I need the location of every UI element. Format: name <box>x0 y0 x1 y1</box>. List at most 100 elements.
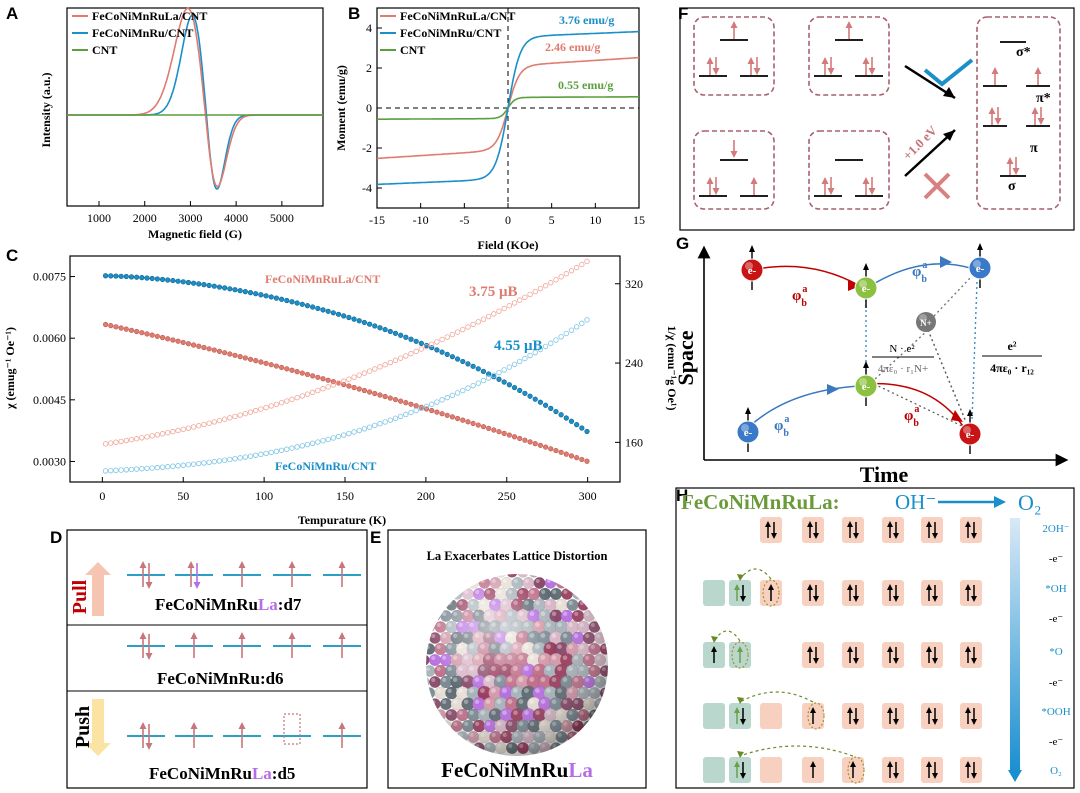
panel-b-ytick: 4 <box>366 21 372 35</box>
panel-b-xtick: -10 <box>413 213 429 227</box>
panel-b-ytick: -2 <box>362 141 372 155</box>
electron-label: e- <box>748 265 757 277</box>
pull-label: Pull <box>69 579 91 614</box>
panel-c-xtick: 150 <box>336 489 354 503</box>
panel-b-xtick: -5 <box>459 213 469 227</box>
panel-c-xlabel: Tempurature (K) <box>298 513 386 527</box>
electron-label: e- <box>966 429 975 441</box>
electron-label: e- <box>862 381 871 393</box>
panel-b-ylabel: Moment (emu/g) <box>334 65 348 151</box>
panel-b-ytick: 0 <box>366 101 372 115</box>
hop-integral-label: φa b <box>792 284 807 309</box>
panel-c-ylabel: χ (emug⁻¹ Oe⁻¹) <box>3 327 17 410</box>
panel-c-y2tick: 160 <box>625 435 643 449</box>
panel-a-series-ru <box>67 14 323 190</box>
reaction-step-label: *O <box>1049 646 1063 658</box>
reaction-step-label: -e⁻ <box>1049 677 1064 689</box>
panel-a-xtick: 1000 <box>87 211 111 225</box>
reaction-step-label: 2OH⁻ <box>1042 523 1069 535</box>
panel-h-product: O₂ <box>1018 490 1042 515</box>
reaction-step-label: -e⁻ <box>1049 613 1064 625</box>
arrow-upper <box>904 64 956 100</box>
panel-b-xtick: 5 <box>549 213 555 227</box>
panel-b-legend-ru: FeCoNiMnRu/CNT <box>400 26 501 40</box>
coulomb-term2-den: 4πε₀ · r₁₂ <box>990 361 1034 375</box>
panel-b-annotation-la: 2.46 emu/g <box>545 40 600 54</box>
panel-e-title: La Exacerbates Lattice Distortion <box>427 549 608 563</box>
panel-b-xlabel: Field (KOe) <box>478 238 539 252</box>
panel-a-xlabel: Magnetic field (G) <box>148 227 242 241</box>
panel-c-ytick: 0.0060 <box>33 331 66 345</box>
panel-a-ylabel: Intensity (a.u.) <box>39 72 53 147</box>
panel-c-y2tick: 320 <box>625 277 643 291</box>
hop-integral-label: φa b <box>904 404 919 429</box>
panel-c-label-la: FeCoNiMnRuLa/CNT <box>265 272 380 286</box>
panel-a-legend-la: FeCoNiMnRuLa/CNT <box>92 9 207 23</box>
coulomb-term1-den: 4πε₀ · r₁N+ <box>878 363 928 375</box>
panel-c-xtick: 50 <box>177 489 189 503</box>
panel-b-series-ru <box>376 30 640 186</box>
hop-integral-label: φa b <box>774 414 789 439</box>
panel-a-legend-cnt: CNT <box>92 43 117 57</box>
panel-c-ylabel2: 1/χ (emu⁻¹g Oe¹) <box>665 325 679 410</box>
reaction-step-label: -e⁻ <box>1049 736 1064 748</box>
panel-c-moment-ru: 4.55 μB <box>494 338 543 354</box>
reaction-step-label: *OH <box>1045 583 1066 595</box>
panel-h-title: FeCoNiMnRuLa: <box>681 490 840 514</box>
panel-c-xtick: 200 <box>417 489 435 503</box>
push-arrow <box>85 699 111 756</box>
check-icon <box>923 58 974 87</box>
panel-b-series-cnt <box>377 96 639 120</box>
panel-a-series-la <box>67 7 323 188</box>
panel-letter-f: F <box>678 4 689 23</box>
electron-label: e- <box>862 283 871 295</box>
pull-arrow <box>85 562 111 616</box>
panel-a-xtick: 5000 <box>270 211 294 225</box>
d5-label: FeCoNiMnRuLa:d5 <box>149 764 295 783</box>
panel-letter-e: E <box>370 528 382 547</box>
time-label: Time <box>860 462 909 487</box>
panel-c-ytick: 0.0030 <box>33 454 66 468</box>
space-label: Space <box>673 330 698 385</box>
energy-label: +1.0 eV <box>900 122 941 163</box>
orbital-sigma-star: σ* <box>1016 45 1031 60</box>
panel-c-label-ru: FeCoNiMnRu/CNT <box>275 459 376 473</box>
panel-letter-h: H <box>676 486 689 505</box>
panel-h-reactant: OH⁻ <box>895 490 936 514</box>
panel-b-xtick: -15 <box>369 213 385 227</box>
panel-b-ytick: 2 <box>366 61 372 75</box>
orbital-pi: π <box>1030 141 1038 156</box>
panel-c-xtick: 300 <box>579 489 597 503</box>
panel-b-legend-la: FeCoNiMnRuLa/CNT <box>400 9 515 23</box>
panel-a-legend-ru: FeCoNiMnRu/CNT <box>92 26 193 40</box>
panel-letter-d: D <box>50 528 63 547</box>
panel-a-xtick: 3000 <box>178 211 202 225</box>
panel-c-moment-la: 3.75 μB <box>469 284 518 300</box>
coulomb-term1-num: N · e² <box>889 343 915 355</box>
reaction-step-label: O₂ <box>1050 765 1062 777</box>
panel-b-legend-cnt: CNT <box>400 43 425 57</box>
d7-label: FeCoNiMnRuLa:d7 <box>155 595 302 614</box>
panel-c-xtick: 0 <box>99 489 105 503</box>
panel-c-xtick: 250 <box>498 489 516 503</box>
electron-label: e- <box>744 427 753 439</box>
panel-letter-g: G <box>676 234 690 253</box>
panel-b-annotation-ru: 3.76 emu/g <box>559 13 614 27</box>
reaction-progress-bar <box>1010 518 1020 772</box>
panel-letter-a: A <box>6 4 19 23</box>
panel-a-xtick: 4000 <box>224 211 248 225</box>
panel-c-ytick: 0.0045 <box>33 393 66 407</box>
panel-c-xtick: 100 <box>255 489 273 503</box>
panel-letter-c: C <box>6 246 19 265</box>
orbital-pi-star: π* <box>1036 91 1051 106</box>
d6-label: FeCoNiMnRu:d6 <box>157 669 284 688</box>
nucleus-label: N+ <box>920 318 932 328</box>
